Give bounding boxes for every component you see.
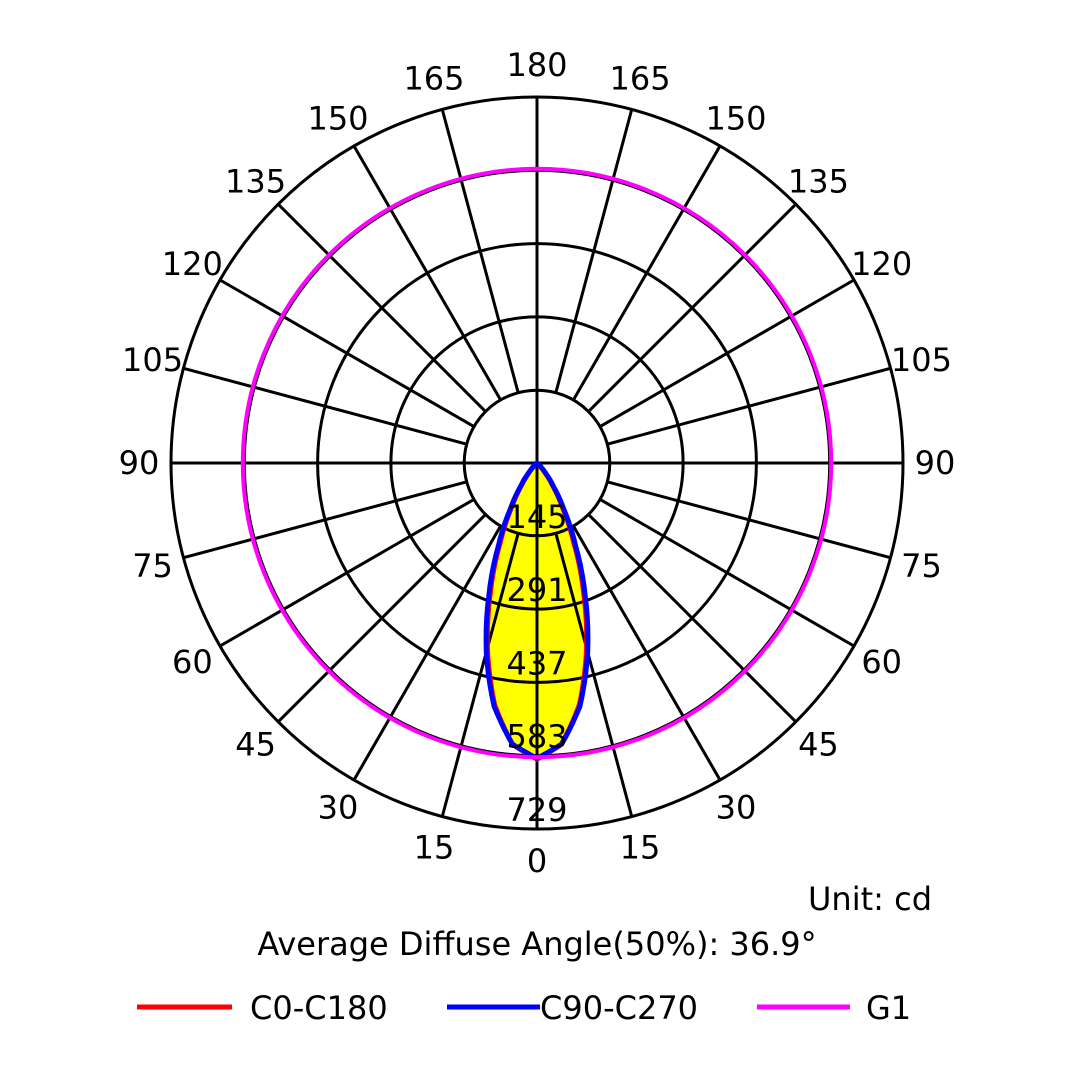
series-curves — [240, 166, 834, 762]
angle-tick-label: 135 — [788, 163, 849, 201]
grid-spoke — [277, 203, 487, 413]
angle-tick-label: 45 — [798, 725, 839, 763]
grid-spoke — [587, 513, 797, 723]
grid-spoke — [277, 513, 487, 723]
angle-tick-label: 105 — [122, 341, 183, 379]
angle-tick-label: 45 — [235, 725, 276, 763]
angle-tick-label: 120 — [162, 245, 223, 283]
angle-tick-label: 150 — [307, 99, 368, 137]
grid-spoke — [183, 480, 468, 560]
grid-spoke — [440, 109, 520, 394]
radial-tick-label: 145 — [506, 498, 567, 536]
angle-tick-label: 90 — [915, 444, 956, 482]
angle-tick-label: 150 — [705, 99, 766, 137]
angle-tick-label: 0 — [527, 842, 547, 880]
radial-tick-label: 291 — [506, 571, 567, 609]
radial-tick-label: 437 — [506, 644, 567, 682]
grid-spoke — [219, 498, 475, 648]
diffuse-angle-label: Average Diffuse Angle(50%): 36.9° — [257, 925, 816, 963]
angle-tick-label: 165 — [403, 60, 464, 98]
unit-label: Unit: cd — [808, 880, 932, 918]
grid-spoke — [440, 532, 520, 817]
grid-spoke — [219, 278, 475, 428]
grid-spoke — [183, 366, 468, 446]
angle-tick-label: 135 — [225, 163, 286, 201]
grid-spoke — [599, 278, 855, 428]
angle-tick-label: 60 — [172, 643, 213, 681]
angle-tick-label: 90 — [119, 444, 160, 482]
tick-labels: 145 291 437 583 729 0 15 30 45 60 75 90 105 120 135 150… — [119, 46, 956, 880]
legend-label-c0-c180: C0-C180 — [250, 989, 388, 1027]
angle-tick-label: 60 — [861, 643, 902, 681]
grid-spoke — [572, 145, 722, 401]
grid-spoke — [599, 498, 855, 648]
grid-spoke — [572, 525, 722, 781]
angle-tick-label: 15 — [620, 828, 661, 866]
angle-tick-label: 165 — [609, 60, 670, 98]
radial-tick-label: 583 — [506, 718, 567, 756]
legend-label-c90-c270: C90-C270 — [540, 989, 698, 1027]
angle-tick-label: 180 — [506, 46, 567, 84]
angle-tick-label: 75 — [132, 547, 173, 585]
grid-spoke — [606, 366, 891, 446]
radial-tick-label: 729 — [506, 791, 567, 829]
angle-tick-label: 30 — [318, 789, 359, 827]
legend-label-g1: G1 — [866, 989, 911, 1027]
angle-tick-label: 120 — [851, 245, 912, 283]
angle-tick-label: 105 — [891, 341, 952, 379]
grid-spoke — [352, 525, 502, 781]
legend: C0-C180 C90-C270 G1 — [137, 989, 911, 1027]
angle-tick-label: 30 — [716, 789, 757, 827]
grid-spoke — [587, 203, 797, 413]
grid-spoke — [606, 480, 891, 560]
grid-spoke — [554, 532, 634, 817]
angle-tick-label: 15 — [414, 828, 455, 866]
angle-tick-label: 75 — [901, 547, 942, 585]
grid-spoke — [352, 145, 502, 401]
grid-spoke — [554, 109, 634, 394]
series-curve-g1 — [240, 166, 834, 760]
